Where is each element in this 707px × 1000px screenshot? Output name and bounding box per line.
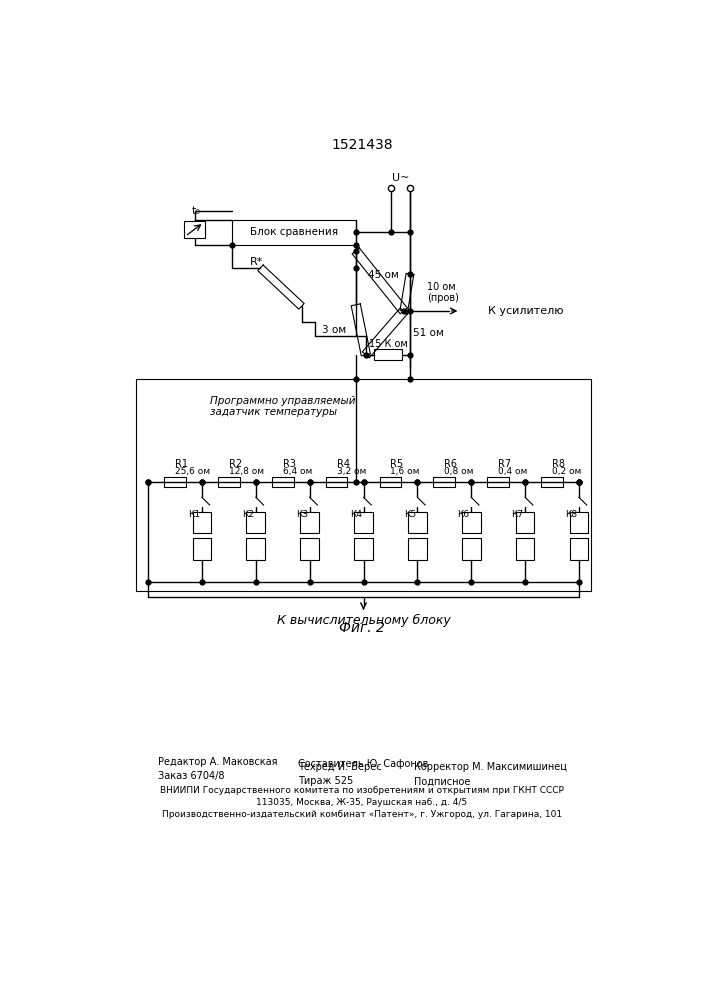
Bar	[354, 512, 373, 533]
Bar	[247, 538, 265, 560]
Bar	[300, 512, 319, 533]
Text: 3 ом: 3 ом	[322, 325, 346, 335]
Text: R2: R2	[229, 459, 242, 469]
Bar	[462, 538, 481, 560]
Bar	[408, 538, 426, 560]
Text: R1: R1	[175, 459, 188, 469]
Text: R3: R3	[283, 459, 296, 469]
Text: 3,2 ом: 3,2 ом	[337, 467, 366, 476]
Bar	[570, 512, 588, 533]
Text: 0,2 ом: 0,2 ом	[552, 467, 581, 476]
Text: 6,4 ом: 6,4 ом	[283, 467, 312, 476]
Text: R7: R7	[498, 459, 511, 469]
Bar	[247, 512, 265, 533]
Text: К4: К4	[350, 510, 362, 519]
Text: ВНИИПИ Государственного комитета по изобретениям и открытиям при ГКНТ СССР
11303: ВНИИПИ Государственного комитета по изоб…	[160, 786, 564, 819]
Bar	[218, 477, 240, 487]
Bar	[326, 477, 347, 487]
Text: t₀: t₀	[192, 206, 201, 216]
Bar	[354, 538, 373, 560]
Text: R*: R*	[250, 257, 263, 267]
Bar	[516, 538, 534, 560]
Bar	[380, 477, 402, 487]
Text: К вычислительному блоку: К вычислительному блоку	[276, 614, 450, 627]
Bar	[272, 477, 293, 487]
Text: 51 ом: 51 ом	[413, 328, 444, 338]
Bar	[192, 512, 211, 533]
Text: К2: К2	[243, 510, 255, 519]
Text: 1,6 ом: 1,6 ом	[390, 467, 420, 476]
Text: К7: К7	[511, 510, 524, 519]
Text: Техред И. Верес
Тираж 525: Техред И. Верес Тираж 525	[298, 762, 381, 786]
Text: R4: R4	[337, 459, 349, 469]
Text: Редактор А. Маковская
Заказ 6704/8: Редактор А. Маковская Заказ 6704/8	[158, 757, 278, 781]
Text: К5: К5	[404, 510, 416, 519]
Text: 0,4 ом: 0,4 ом	[498, 467, 527, 476]
Bar	[570, 538, 588, 560]
Text: Корректор М. Максимишинец
Подписное: Корректор М. Максимишинец Подписное	[414, 762, 567, 786]
Bar	[516, 512, 534, 533]
Text: R6: R6	[444, 459, 457, 469]
Bar	[300, 538, 319, 560]
Text: К6: К6	[457, 510, 469, 519]
Text: 45 ом: 45 ом	[368, 270, 398, 280]
Text: К1: К1	[188, 510, 200, 519]
Bar	[408, 512, 426, 533]
Text: U~: U~	[392, 173, 409, 183]
Bar	[462, 512, 481, 533]
Text: К усилителю: К усилителю	[488, 306, 563, 316]
Text: Составитель Ю. Сафонов: Составитель Ю. Сафонов	[298, 759, 428, 769]
Bar	[192, 538, 211, 560]
Text: 12,8 ом: 12,8 ом	[229, 467, 264, 476]
Text: 0,8 ом: 0,8 ом	[444, 467, 474, 476]
Text: R8: R8	[552, 459, 565, 469]
Text: 10 ом
(пров): 10 ом (пров)	[427, 282, 459, 303]
Text: Блок сравнения: Блок сравнения	[250, 227, 338, 237]
Bar	[541, 477, 563, 487]
Text: 1521438: 1521438	[331, 138, 393, 152]
Bar	[374, 349, 402, 360]
Text: Программно управляемый
задатчик температуры: Программно управляемый задатчик температ…	[210, 396, 356, 417]
Text: К3: К3	[296, 510, 308, 519]
Bar	[487, 477, 509, 487]
Text: 25,6 ом: 25,6 ом	[175, 467, 210, 476]
Bar	[184, 221, 206, 238]
Text: 15 К ом: 15 К ом	[368, 339, 407, 349]
Text: К8: К8	[566, 510, 578, 519]
Bar	[433, 477, 455, 487]
Bar	[164, 477, 186, 487]
Bar	[232, 220, 356, 245]
Bar	[136, 379, 590, 591]
Text: R5: R5	[390, 459, 404, 469]
Text: Фиг. 2: Фиг. 2	[339, 621, 385, 635]
